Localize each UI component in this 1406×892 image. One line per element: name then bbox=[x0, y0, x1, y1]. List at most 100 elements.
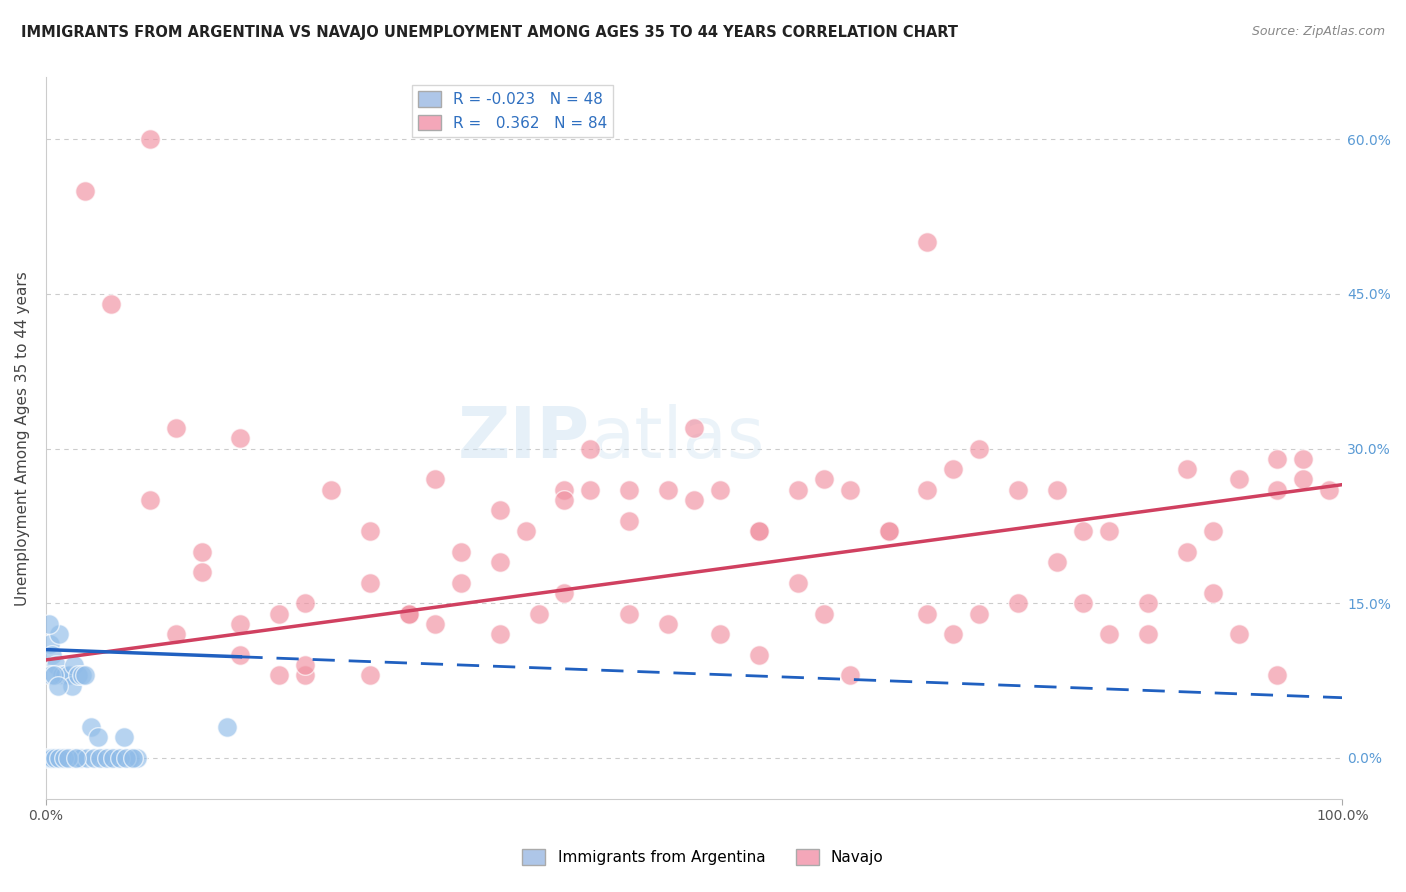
Point bbox=[41, 751, 63, 765]
Point bbox=[683, 493, 706, 508]
Point bbox=[1071, 524, 1094, 538]
Point bbox=[100, 297, 122, 311]
Point bbox=[190, 566, 212, 580]
Point bbox=[38, 616, 60, 631]
Point bbox=[942, 462, 965, 476]
Point bbox=[112, 730, 135, 744]
Point bbox=[165, 627, 187, 641]
Point bbox=[269, 607, 291, 621]
Point bbox=[44, 751, 66, 765]
Point bbox=[423, 616, 446, 631]
Point bbox=[42, 668, 65, 682]
Point bbox=[917, 607, 939, 621]
Point bbox=[294, 658, 316, 673]
Point bbox=[138, 132, 160, 146]
Point bbox=[121, 751, 143, 765]
Point bbox=[39, 668, 62, 682]
Point bbox=[100, 751, 122, 765]
Point bbox=[786, 483, 808, 497]
Point bbox=[105, 751, 128, 765]
Point bbox=[1227, 627, 1250, 641]
Point bbox=[488, 503, 510, 517]
Text: atlas: atlas bbox=[591, 404, 765, 473]
Point bbox=[709, 483, 731, 497]
Point bbox=[450, 544, 472, 558]
Point bbox=[269, 668, 291, 682]
Point bbox=[58, 668, 80, 682]
Point bbox=[748, 648, 770, 662]
Point bbox=[67, 668, 90, 682]
Point bbox=[748, 524, 770, 538]
Point bbox=[1007, 483, 1029, 497]
Point bbox=[450, 575, 472, 590]
Point bbox=[709, 627, 731, 641]
Point bbox=[579, 483, 602, 497]
Point bbox=[89, 751, 111, 765]
Point bbox=[488, 627, 510, 641]
Point bbox=[877, 524, 900, 538]
Point bbox=[321, 483, 343, 497]
Y-axis label: Unemployment Among Ages 35 to 44 years: Unemployment Among Ages 35 to 44 years bbox=[15, 271, 30, 606]
Point bbox=[657, 616, 679, 631]
Point bbox=[294, 596, 316, 610]
Point bbox=[65, 751, 87, 765]
Point bbox=[359, 524, 381, 538]
Point bbox=[553, 586, 575, 600]
Point bbox=[73, 668, 96, 682]
Point bbox=[838, 668, 860, 682]
Point bbox=[359, 668, 381, 682]
Point bbox=[1201, 586, 1223, 600]
Point bbox=[108, 751, 131, 765]
Point bbox=[103, 751, 125, 765]
Point bbox=[917, 483, 939, 497]
Point bbox=[969, 607, 991, 621]
Point bbox=[125, 751, 148, 765]
Point bbox=[553, 493, 575, 508]
Point bbox=[1071, 596, 1094, 610]
Point bbox=[1292, 473, 1315, 487]
Point bbox=[657, 483, 679, 497]
Point bbox=[37, 751, 59, 765]
Point bbox=[877, 524, 900, 538]
Point bbox=[813, 473, 835, 487]
Point bbox=[527, 607, 550, 621]
Point bbox=[48, 627, 70, 641]
Point bbox=[120, 751, 142, 765]
Point bbox=[229, 648, 252, 662]
Point bbox=[488, 555, 510, 569]
Point bbox=[217, 720, 239, 734]
Point bbox=[38, 751, 60, 765]
Point bbox=[46, 679, 69, 693]
Point bbox=[229, 616, 252, 631]
Point bbox=[683, 421, 706, 435]
Point bbox=[398, 607, 420, 621]
Point bbox=[76, 751, 98, 765]
Point bbox=[63, 658, 86, 673]
Text: IMMIGRANTS FROM ARGENTINA VS NAVAJO UNEMPLOYMENT AMONG AGES 35 TO 44 YEARS CORRE: IMMIGRANTS FROM ARGENTINA VS NAVAJO UNEM… bbox=[21, 25, 957, 40]
Point bbox=[93, 751, 115, 765]
Point bbox=[1098, 627, 1121, 641]
Point bbox=[1201, 524, 1223, 538]
Point bbox=[83, 751, 105, 765]
Point bbox=[73, 184, 96, 198]
Point bbox=[1267, 483, 1289, 497]
Point bbox=[70, 751, 93, 765]
Point bbox=[55, 751, 77, 765]
Point bbox=[96, 751, 118, 765]
Point bbox=[38, 637, 60, 651]
Point bbox=[1046, 483, 1069, 497]
Point bbox=[1267, 451, 1289, 466]
Point bbox=[1136, 627, 1159, 641]
Point bbox=[80, 720, 103, 734]
Point bbox=[52, 751, 75, 765]
Point bbox=[66, 751, 89, 765]
Point bbox=[115, 751, 138, 765]
Point bbox=[1267, 668, 1289, 682]
Point bbox=[1292, 451, 1315, 466]
Point bbox=[72, 668, 94, 682]
Point bbox=[553, 483, 575, 497]
Point bbox=[48, 751, 70, 765]
Point bbox=[786, 575, 808, 590]
Point bbox=[1046, 555, 1069, 569]
Point bbox=[294, 668, 316, 682]
